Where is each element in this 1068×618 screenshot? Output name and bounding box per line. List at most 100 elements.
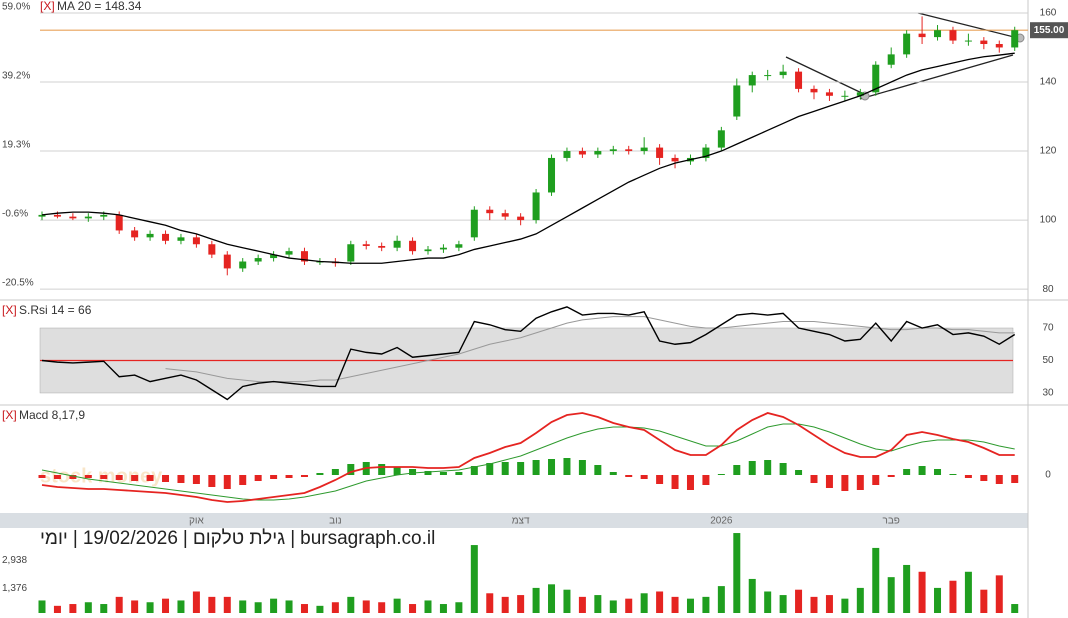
volume-bar [795, 589, 803, 613]
histogram-bar [779, 463, 787, 475]
volume-bar [470, 545, 478, 613]
volume-bar [764, 591, 772, 613]
close-button[interactable]: [X] [2, 408, 17, 422]
close-button[interactable]: [X] [2, 303, 17, 317]
candle-body [393, 240, 401, 248]
volume-bar [424, 600, 432, 613]
volume-bar [563, 589, 571, 613]
candle-body [625, 149, 633, 152]
indicator-line [165, 316, 1015, 383]
volume-bar [656, 591, 664, 613]
trend-line [785, 56, 867, 96]
volume-bar [964, 571, 972, 613]
candle-body [239, 261, 247, 269]
volume-bar [995, 575, 1003, 613]
y-pct-tick-label: -0.6% [2, 209, 28, 220]
volume-bar [439, 604, 447, 613]
candle-body [177, 237, 185, 241]
volume-bar [779, 595, 787, 613]
histogram-bar [640, 475, 648, 479]
histogram-bar [887, 475, 895, 477]
histogram-bar [285, 475, 293, 478]
histogram-bar [733, 465, 741, 475]
candle-body [918, 33, 926, 38]
x-tick-label: 2026 [710, 516, 733, 527]
candle-body [779, 71, 787, 76]
candle-body [856, 92, 864, 96]
indicator-line [41, 306, 1016, 401]
histogram-bar [841, 475, 849, 491]
histogram-bar [594, 465, 602, 475]
volume-bar [378, 602, 386, 613]
candle-body [517, 216, 525, 221]
volume-bar [825, 595, 833, 613]
histogram-bar [378, 464, 386, 475]
candle-body [223, 254, 231, 269]
histogram-bar [254, 475, 262, 481]
histogram-bar [934, 469, 942, 475]
y-pct-tick-label: 39.2% [2, 70, 30, 81]
volume-bar [548, 584, 556, 613]
volume-bar [455, 602, 463, 613]
histogram-bar [702, 475, 710, 485]
histogram-bar [980, 475, 988, 481]
candle-body [409, 240, 417, 252]
volume-bar [131, 600, 139, 613]
histogram-bar [316, 473, 324, 475]
histogram-bar [1011, 475, 1019, 483]
histogram-bar [439, 472, 447, 475]
histogram-bar [856, 475, 864, 490]
volume-bar [517, 595, 525, 613]
volume-bar [162, 598, 170, 613]
panel-label: Macd 8,17,9 [19, 408, 85, 422]
y-tick-label: 0 [1045, 470, 1051, 481]
candle-body [702, 147, 710, 158]
histogram-bar [146, 475, 154, 481]
volume-bar [254, 602, 262, 613]
histogram-bar [748, 461, 756, 475]
volume-bar [331, 602, 339, 613]
panel-label: S.Rsi 14 = 66 [19, 303, 92, 317]
histogram-bar [563, 458, 571, 475]
candle-body [38, 214, 46, 217]
volume-bar [532, 587, 540, 613]
candle-body [949, 30, 957, 41]
volume-bar [362, 600, 370, 613]
close-button[interactable]: [X] [40, 0, 55, 13]
candle-body [656, 147, 664, 158]
candle-body [841, 95, 849, 97]
volume-bar [316, 605, 324, 613]
histogram-bar [409, 469, 417, 475]
footer-text: | [72, 528, 78, 549]
candle-body [208, 244, 216, 255]
candle-body [733, 85, 741, 117]
macd-line [41, 423, 1015, 501]
histogram-bar [100, 475, 108, 479]
volume-bar [717, 586, 725, 613]
volume-bar [115, 596, 123, 613]
candle-body [980, 40, 988, 45]
y-tick-label: 80 [1042, 284, 1054, 295]
candle-body [470, 209, 478, 238]
volume-bar [686, 598, 694, 613]
candle-body [795, 71, 803, 89]
candle-body [934, 30, 942, 38]
histogram-bar [532, 460, 540, 475]
candle-body [825, 92, 833, 96]
histogram-bar [192, 475, 200, 484]
histogram-bar [300, 475, 308, 477]
volume-bar [594, 595, 602, 613]
volume-bar [733, 533, 741, 613]
histogram-bar [810, 475, 818, 483]
histogram-bar [331, 469, 339, 475]
volume-bar [810, 596, 818, 613]
candle-body [439, 247, 447, 250]
footer: יומי | 19/02/2026 | גילת טלקום | bursagraph.co… [40, 528, 435, 550]
histogram-bar [995, 475, 1003, 484]
volume-bar [918, 571, 926, 613]
last-price: 155.00 [1034, 25, 1065, 36]
candle-body [1011, 30, 1019, 48]
candle-body [424, 249, 432, 252]
candle-body [115, 214, 123, 231]
y-tick-label: 120 [1040, 146, 1057, 157]
